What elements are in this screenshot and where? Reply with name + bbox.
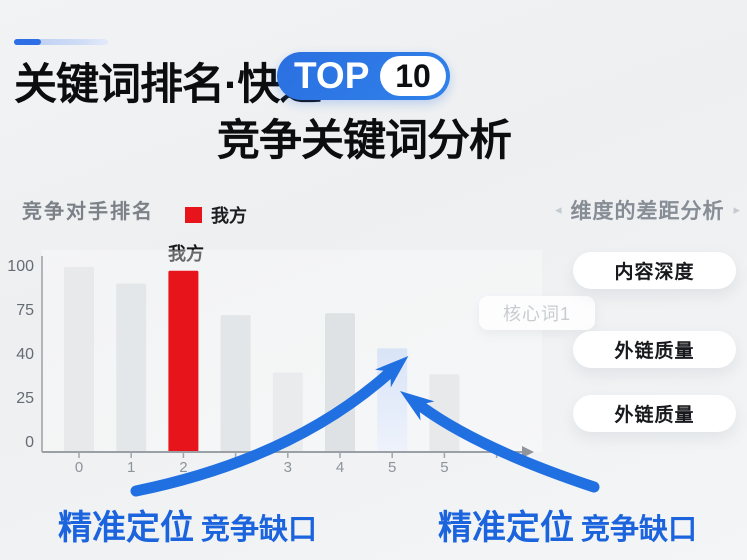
callout-left: 精准定位 竞争缺口	[58, 500, 317, 549]
axis-labels-layer: 0 1 2 3 4 5 5 100 75 40 25 0	[7, 258, 448, 476]
x-tick-label: 3	[284, 459, 292, 476]
legend-label: 我方	[211, 206, 247, 226]
dimension-pill-backlink-quality-2[interactable]: 外链质量	[573, 395, 736, 432]
main-title-line2: 竞争关键词分析	[217, 117, 512, 165]
axis-layer	[41, 256, 534, 458]
core-word-watermark: 核心词1	[479, 296, 595, 330]
left-curved-arrow	[130, 355, 409, 497]
plot-area	[42, 250, 542, 452]
dimension-pill-content-depth[interactable]: 内容深度	[573, 252, 736, 289]
callout-right-strong: 精准定位	[438, 509, 574, 547]
dimension-pill-backlink-quality-1[interactable]: 外链质量	[573, 331, 736, 368]
chart-title: 竞争对手排名	[22, 201, 154, 223]
chevron-left-icon[interactable]: ◂	[554, 202, 562, 217]
our-bar-annotation: 我方	[168, 244, 204, 264]
x-tick-label: 0	[75, 459, 83, 476]
y-tick-label: 100	[7, 258, 34, 275]
bar	[272, 372, 303, 452]
x-tick-label: 2	[179, 459, 187, 476]
callout-left-rest: 竞争缺口	[201, 514, 318, 546]
x-tick-label: 5	[440, 459, 448, 476]
bar	[64, 267, 94, 452]
bar	[116, 283, 147, 452]
chevron-right-icon[interactable]: ▸	[733, 202, 741, 217]
x-axis-arrowhead	[522, 446, 534, 458]
y-tick-label: 40	[16, 346, 34, 363]
callout-right-rest: 竞争缺口	[581, 514, 698, 546]
bar	[429, 374, 460, 452]
bar	[220, 315, 251, 452]
y-tick-label: 75	[16, 302, 34, 319]
legend-color-swatch	[185, 207, 202, 223]
panel-title: 维度的差距分析	[570, 200, 725, 223]
right-curved-arrow	[399, 391, 600, 493]
chart-legend: 我方	[185, 202, 247, 228]
badge-top-label: TOP	[294, 55, 370, 96]
x-tick-label: 1	[127, 459, 135, 476]
main-title-line1: 关键词排名·快速	[14, 61, 322, 109]
bar-highlighted	[377, 348, 408, 452]
y-tick-label: 25	[16, 390, 34, 407]
x-tick-label: 4	[336, 459, 344, 476]
bars-layer	[64, 267, 460, 452]
top10-badge: TOP 10	[277, 52, 450, 100]
progress-bar	[14, 39, 108, 45]
bar-ours	[168, 270, 199, 452]
callout-left-strong: 精准定位	[58, 509, 194, 547]
callout-right: 精准定位 竞争缺口	[438, 500, 697, 549]
bar	[325, 313, 355, 452]
progress-bar-fill	[14, 39, 41, 45]
dimension-panel-header: ◂ 维度的差距分析 ▸	[548, 195, 747, 225]
y-tick-label: 0	[25, 434, 34, 451]
badge-number: 10	[380, 56, 446, 96]
x-tick-label: 5	[388, 459, 396, 476]
